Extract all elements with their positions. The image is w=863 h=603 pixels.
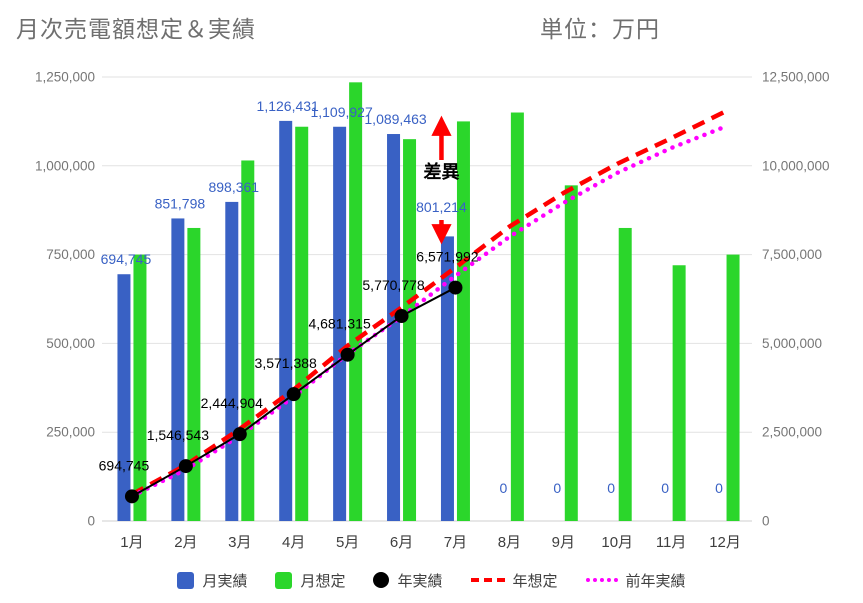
gridlines [102,76,752,522]
svg-text:0: 0 [499,480,507,496]
chart-legend: 月実績 月想定 年実績 年想定 前年実績 [0,565,863,595]
svg-text:差異: 差異 [423,161,459,182]
svg-text:11月: 11月 [656,534,687,551]
svg-text:1,000,000: 1,000,000 [35,158,95,173]
svg-text:10月: 10月 [601,534,633,551]
legend-marker-prev-year-actual [585,578,618,582]
actual-bars [117,120,454,522]
svg-text:10,000,000: 10,000,000 [762,158,830,173]
legend-item-yearly-estimate: 年想定 [470,570,558,591]
svg-text:694,745: 694,745 [99,457,150,473]
legend-label-monthly-actual: 月実績 [202,572,248,590]
line-labels: 694,745 1,546,543 2,444,904 3,571,388 4,681,… [99,249,479,474]
unit-label: 単位：万円 [540,16,660,42]
svg-text:2月: 2月 [174,534,197,551]
cumulative-estimate-line [130,109,727,497]
legend-item-monthly-estimate: 月想定 [275,570,345,591]
svg-text:801,214: 801,214 [416,199,467,215]
svg-text:500,000: 500,000 [46,336,95,351]
svg-text:1,126,431: 1,126,431 [257,98,319,114]
svg-text:694,745: 694,745 [101,251,152,267]
diff-annotation: 差異 801,214 [416,115,467,245]
svg-text:0: 0 [661,480,669,496]
legend-marker-yearly-actual [373,572,390,588]
svg-text:0: 0 [87,514,95,529]
svg-text:2,444,904: 2,444,904 [201,395,263,411]
svg-text:851,798: 851,798 [155,195,206,211]
estimate-bars [133,82,740,522]
cumulative-actual-points [124,280,463,504]
bar-labels: 694,745851,798898,3611,126,4311,109,9271… [101,98,723,496]
svg-text:750,000: 750,000 [46,247,95,262]
svg-text:7月: 7月 [444,534,467,551]
svg-text:9月: 9月 [552,534,575,551]
svg-text:3月: 3月 [228,534,251,551]
svg-text:250,000: 250,000 [46,425,95,440]
svg-text:2,500,000: 2,500,000 [762,425,822,440]
svg-text:1,109,927: 1,109,927 [310,104,372,120]
legend-label-monthly-estimate: 月想定 [300,572,346,590]
legend-marker-yearly-estimate [470,578,505,582]
svg-text:898,361: 898,361 [208,179,259,195]
svg-text:1,546,543: 1,546,543 [147,427,209,443]
svg-text:4月: 4月 [282,534,305,551]
x-axis-labels: 1月 2月 3月 4月 5月 6月 7月 8月 9月 10月 11月 12月 [120,534,741,551]
legend-item-monthly-actual: 月実績 [177,570,247,591]
svg-text:1月: 1月 [120,534,143,551]
svg-text:5,770,778: 5,770,778 [362,277,424,293]
legend-label-yearly-estimate: 年想定 [512,572,558,590]
svg-text:7,500,000: 7,500,000 [762,247,822,262]
page-title: 月次売電額想定＆実績 [16,16,256,42]
svg-text:0: 0 [762,514,770,529]
svg-text:8月: 8月 [498,534,521,551]
left-axis-ticks: 0 250,000 500,000 750,000 1,000,000 1,250,000 [35,70,95,529]
svg-text:12,500,000: 12,500,000 [762,70,830,85]
svg-text:0: 0 [607,480,615,496]
svg-text:4,681,315: 4,681,315 [308,316,370,332]
chart-plot: 0 250,000 500,000 750,000 1,000,000 1,250,000… [35,70,830,552]
right-axis-ticks: 0 2,500,000 5,000,000 7,500,000 10,000,000 12… [762,70,830,529]
svg-text:5月: 5月 [336,534,359,551]
svg-text:0: 0 [553,480,561,496]
legend-label-prev-year-actual: 前年実績 [625,572,686,590]
svg-text:6,571,992: 6,571,992 [416,249,478,265]
svg-text:0: 0 [715,480,723,496]
legend-item-yearly-actual: 年実績 [373,570,443,591]
legend-label-yearly-actual: 年実績 [397,572,443,590]
svg-text:12月: 12月 [709,534,741,551]
legend-marker-monthly-actual [177,571,195,589]
svg-text:6月: 6月 [390,534,413,551]
prev-year-line [129,124,728,499]
svg-text:3,571,388: 3,571,388 [255,355,317,371]
legend-item-prev-year-actual: 前年実績 [585,570,686,591]
svg-text:5,000,000: 5,000,000 [762,336,822,351]
legend-marker-monthly-estimate [275,571,293,589]
svg-text:1,089,463: 1,089,463 [364,111,426,127]
svg-text:1,250,000: 1,250,000 [35,70,95,85]
